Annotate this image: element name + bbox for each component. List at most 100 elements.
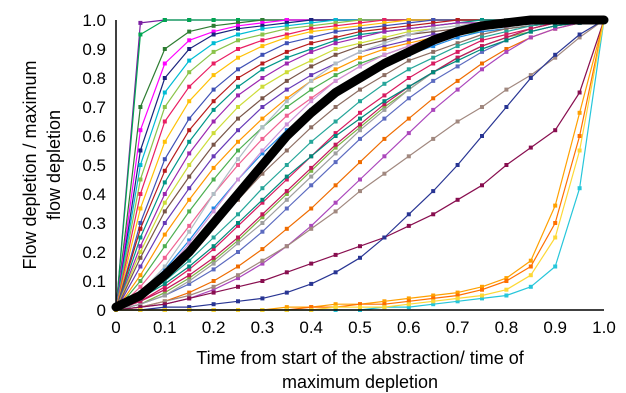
data-point: [187, 267, 192, 272]
data-point: [358, 32, 362, 37]
data-point: [455, 44, 460, 49]
data-point: [187, 58, 192, 63]
data-point: [138, 273, 143, 278]
data-point: [236, 47, 240, 51]
data-point: [480, 18, 484, 22]
y-tick-label: 0.2: [82, 243, 106, 262]
data-point: [211, 87, 216, 92]
data-point: [138, 279, 143, 283]
data-point: [187, 128, 192, 133]
data-point: [260, 26, 265, 31]
data-point: [431, 44, 436, 49]
data-point: [455, 58, 460, 63]
data-point: [162, 264, 167, 269]
data-point: [211, 49, 216, 54]
series-lines: [111, 15, 609, 312]
data-point: [187, 258, 192, 263]
data-point: [431, 136, 436, 141]
data-point: [162, 209, 167, 214]
data-point: [309, 47, 314, 51]
data-point: [504, 35, 509, 40]
data-point: [260, 136, 265, 141]
data-point: [284, 226, 289, 231]
data-point: [358, 128, 362, 133]
data-point: [236, 148, 240, 153]
data-point: [382, 26, 387, 31]
data-point: [358, 302, 362, 307]
data-point: [211, 165, 216, 170]
data-point: [431, 23, 436, 28]
data-point: [260, 61, 265, 66]
data-point: [333, 183, 338, 188]
data-point: [553, 264, 558, 269]
data-point: [577, 134, 582, 138]
data-point: [187, 186, 192, 191]
data-point: [553, 52, 558, 57]
data-point: [187, 223, 192, 228]
data-point: [358, 23, 362, 28]
data-point: [260, 18, 265, 22]
data-point: [138, 284, 143, 289]
data-point: [162, 232, 167, 237]
data-point: [211, 99, 216, 104]
data-point: [358, 26, 362, 31]
data-point: [358, 125, 362, 130]
data-point: [504, 287, 509, 292]
data-point: [138, 305, 143, 310]
data-point: [480, 134, 484, 138]
data-point: [528, 35, 533, 40]
data-point: [358, 122, 362, 127]
data-point: [284, 35, 289, 40]
data-point: [480, 61, 484, 66]
data-point: [211, 244, 216, 249]
data-point: [211, 267, 216, 272]
data-point: [406, 212, 411, 217]
data-point: [284, 55, 289, 60]
x-tick-label: 0: [111, 318, 120, 337]
data-point: [260, 20, 265, 25]
data-point: [455, 49, 460, 54]
data-point: [138, 250, 143, 254]
data-point: [504, 38, 509, 43]
data-point: [260, 96, 265, 101]
data-point: [382, 38, 387, 43]
data-point: [333, 305, 338, 310]
data-point: [187, 38, 192, 43]
data-point: [358, 116, 362, 121]
data-point: [162, 119, 167, 124]
data-point: [284, 174, 289, 179]
data-point: [211, 279, 216, 283]
data-point: [455, 197, 460, 202]
data-point: [162, 200, 167, 205]
data-point: [236, 264, 240, 269]
data-point: [504, 87, 509, 92]
data-point: [480, 38, 484, 43]
series-mean-curve: [111, 15, 609, 312]
data-point: [333, 35, 338, 40]
data-point: [480, 105, 484, 109]
data-point: [333, 134, 338, 138]
data-point: [211, 177, 216, 182]
data-point: [236, 250, 240, 254]
data-point: [382, 23, 387, 28]
data-point: [284, 32, 289, 37]
data-point: [284, 41, 289, 46]
data-point: [480, 287, 484, 292]
data-point: [504, 32, 509, 37]
data-point: [211, 287, 216, 292]
data-point: [553, 26, 558, 31]
x-tick-label: 0.3: [251, 318, 275, 337]
data-point: [211, 142, 216, 147]
data-point: [211, 206, 216, 211]
data-point: [333, 73, 338, 78]
data-point: [528, 26, 533, 31]
data-point: [504, 163, 509, 167]
data-point: [333, 41, 338, 46]
data-point: [577, 90, 582, 95]
data-point: [162, 293, 167, 298]
data-point: [431, 96, 436, 101]
data-point: [309, 139, 314, 144]
data-point: [382, 35, 387, 40]
data-point: [138, 20, 143, 25]
data-point: [162, 290, 167, 295]
